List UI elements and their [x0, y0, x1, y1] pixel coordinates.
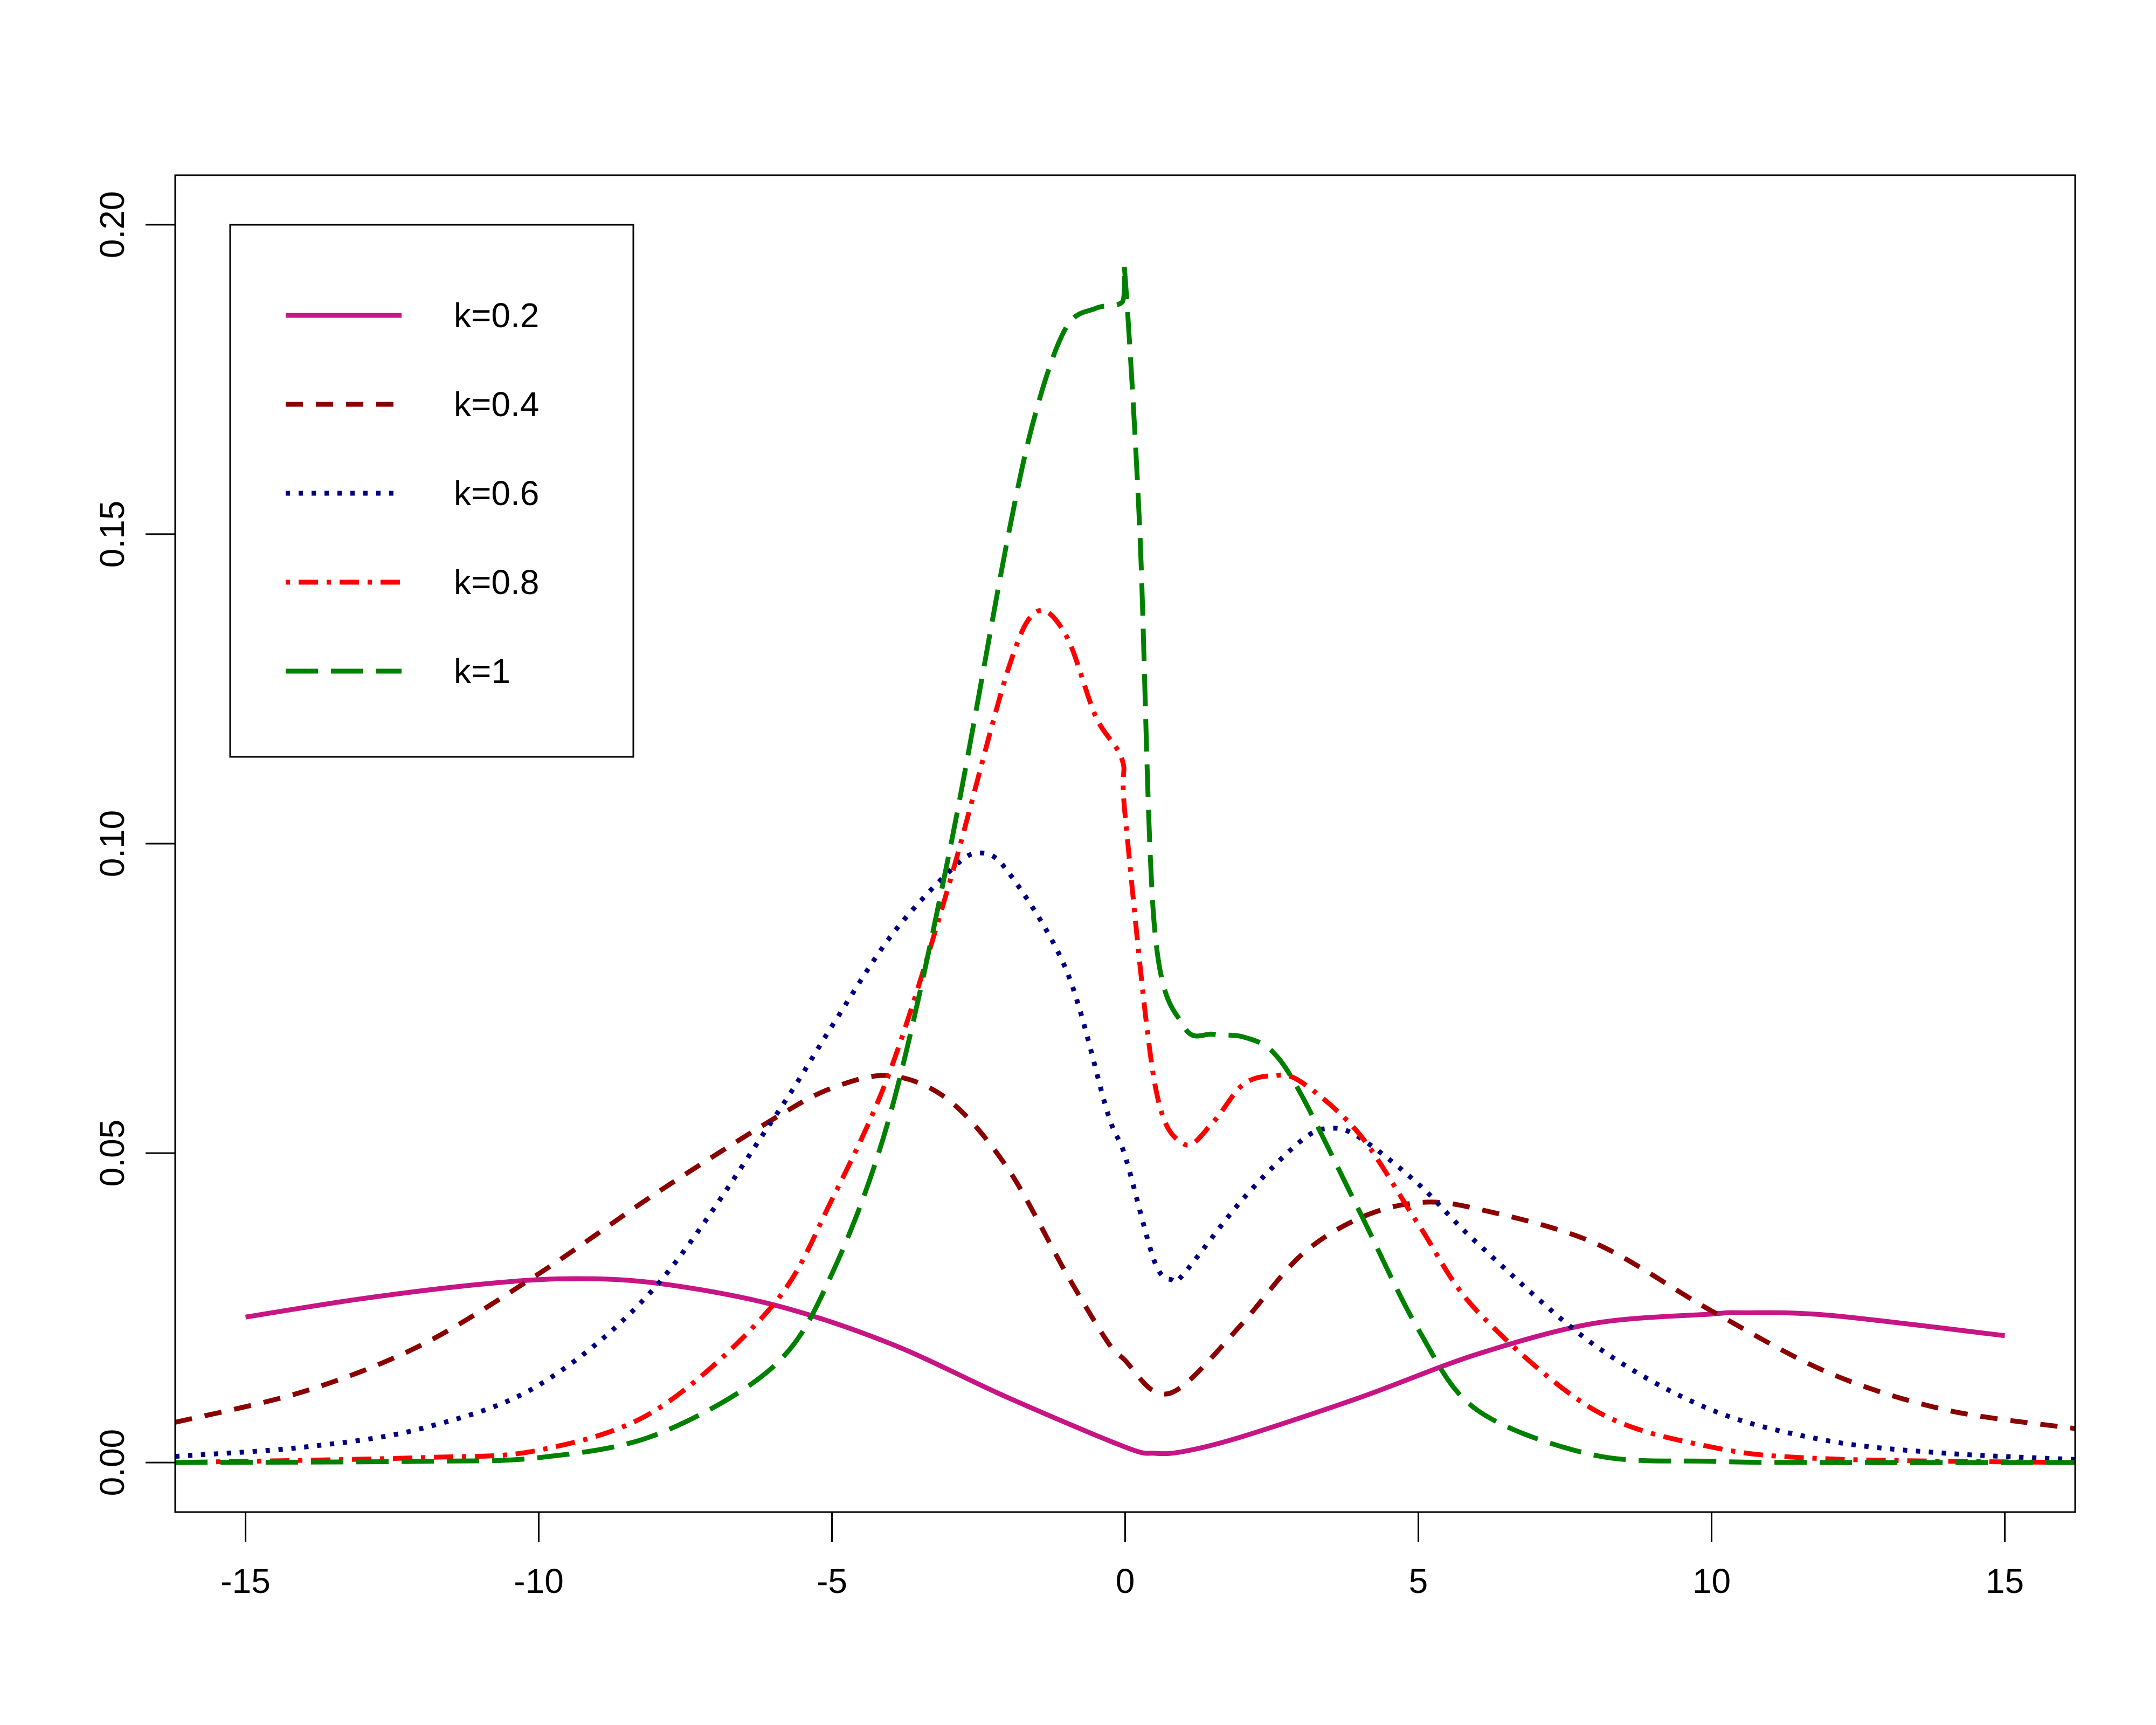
- y-tick-label: 0.05: [93, 1120, 132, 1187]
- legend-label: k=0.8: [454, 563, 539, 602]
- series-layer: [175, 263, 2075, 1465]
- series-line-k-1: [175, 263, 2075, 1465]
- x-tick-label: 0: [1116, 1562, 1135, 1600]
- x-tick-label: -15: [220, 1562, 271, 1600]
- legend-label: k=0.4: [454, 385, 539, 424]
- x-tick-label: 15: [1986, 1562, 2024, 1600]
- legend: k=0.2 k=0.4 k=0.6 k=0.8 k=1: [229, 224, 634, 758]
- x-tick-label: 5: [1409, 1562, 1428, 1600]
- x-tick-label: -10: [514, 1562, 564, 1600]
- series-line-k-0-2: [245, 1276, 2005, 1457]
- y-tick-label: 0.10: [93, 810, 132, 878]
- legend-label: k=1: [454, 652, 510, 691]
- x-tick-label: 10: [1692, 1562, 1731, 1600]
- y-tick-label: 0.20: [93, 191, 132, 259]
- series-line-k-0-4: [175, 1073, 2075, 1431]
- y-tick-label: 0.15: [93, 501, 132, 568]
- series-line-k-0-8: [175, 608, 2075, 1465]
- legend-box: [229, 224, 634, 758]
- y-tick-label: 0.00: [93, 1429, 132, 1496]
- legend-label: k=0.2: [454, 296, 539, 335]
- axes: -15 -10 -5 0 5 10 15 0.00 0.05 0.10 0.15 0.20: [93, 191, 2024, 1600]
- x-tick-label: -5: [817, 1562, 847, 1600]
- legend-label: k=0.6: [454, 474, 539, 513]
